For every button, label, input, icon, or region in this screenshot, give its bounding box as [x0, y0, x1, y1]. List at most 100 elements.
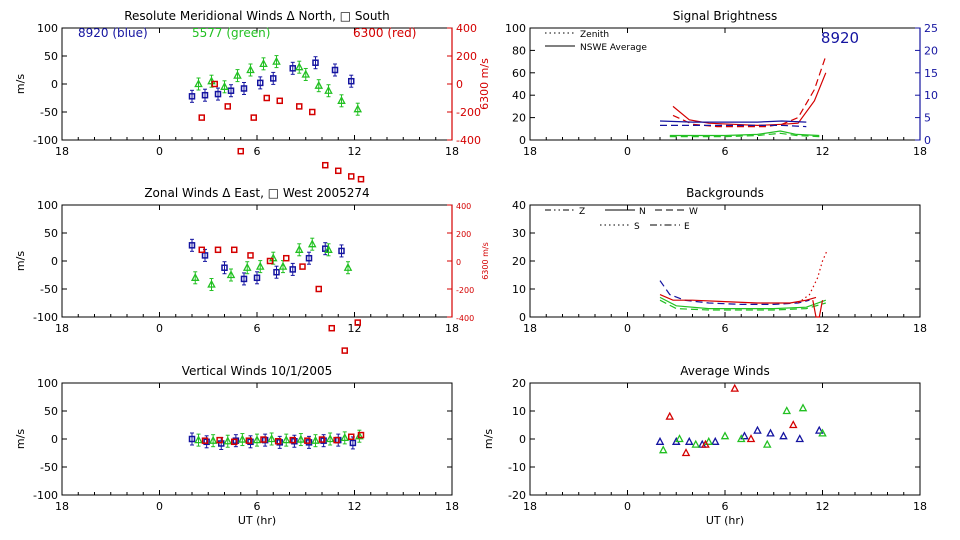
data-point: [309, 108, 316, 116]
avg-panel: Average Winds 18 0 6 12 18 20 10 0 -10 -20 m/s UT (h…: [482, 364, 927, 527]
data-point: [198, 114, 205, 121]
data-point: [232, 437, 240, 444]
data-point: [253, 274, 261, 282]
y-tick-label: 40: [512, 89, 526, 102]
avg-series-2: [665, 383, 798, 457]
y-tick-label: 0: [51, 255, 58, 268]
x-tick-label: 18: [913, 145, 927, 158]
x-tick-label: 12: [816, 322, 830, 335]
data-point: [238, 434, 247, 443]
data-point: [211, 80, 218, 88]
data-point: [240, 275, 248, 283]
bright-title: Signal Brightness: [673, 9, 778, 23]
data-point: [324, 85, 333, 94]
vert-xlabel: UT (hr): [238, 514, 276, 527]
y-tick-label: -50: [40, 283, 58, 296]
data-point: [252, 435, 262, 444]
data-point: [294, 244, 304, 253]
data-point: [201, 437, 209, 444]
data-point: [207, 279, 216, 288]
series-line: [797, 249, 828, 304]
data-point: [296, 103, 303, 110]
data-point: [289, 65, 296, 72]
y-tick-label: 50: [44, 227, 58, 240]
data-point: [274, 437, 282, 445]
x-tick-label: 18: [55, 322, 69, 335]
series-line: [659, 280, 810, 305]
bright-series-3: [660, 124, 807, 128]
x-tick-label: 12: [816, 500, 830, 513]
merid-panel: Resolute Meridional Winds Δ North, □ Sou…: [14, 9, 491, 183]
series-line: [672, 55, 827, 128]
right-y-tick-label: 400: [456, 202, 471, 211]
data-point: [348, 433, 355, 441]
data-point: [233, 70, 242, 79]
data-point: [214, 90, 222, 98]
right-y-tick-label: -200: [456, 106, 481, 119]
data-point: [343, 262, 353, 271]
legend-label: N: [639, 207, 646, 217]
y-tick-label: 20: [512, 112, 526, 125]
data-point: [753, 425, 762, 434]
annotation-2: 6300 (red): [353, 26, 416, 40]
data-point: [691, 439, 701, 448]
data-point: [266, 257, 274, 265]
data-point: [730, 383, 740, 392]
x-tick-label: 18: [55, 145, 69, 158]
data-point: [357, 431, 365, 439]
avg-xlabel: UT (hr): [706, 514, 744, 527]
data-point: [289, 436, 296, 444]
data-point: [259, 58, 268, 67]
data-point: [338, 247, 345, 255]
y-tick-label: -10: [508, 461, 526, 474]
x-tick-label: 0: [156, 145, 163, 158]
data-point: [223, 436, 233, 445]
right-y-tick-label: 0: [456, 258, 461, 267]
series-line: [672, 72, 827, 127]
data-point: [675, 434, 684, 443]
data-point: [710, 436, 720, 445]
annotation-0: 8920 (blue): [78, 26, 148, 40]
x-tick-label: 6: [254, 500, 261, 513]
y-tick-label: 0: [519, 134, 526, 147]
right-y-tick-label: 400: [456, 22, 477, 35]
data-point: [314, 80, 324, 89]
data-point: [788, 420, 798, 429]
y-tick-label: 60: [512, 67, 526, 80]
data-point: [263, 94, 270, 102]
data-point: [740, 431, 749, 440]
data-point: [201, 91, 209, 99]
avg-series-1: [658, 403, 827, 454]
bkg-title: Backgrounds: [686, 186, 764, 200]
y-tick-label: 100: [37, 22, 58, 35]
vert-title: Vertical Winds 10/1/2005: [182, 364, 333, 378]
data-point: [250, 114, 257, 121]
right-y-tick-label: 10: [924, 89, 938, 102]
data-point: [681, 448, 691, 457]
data-point: [194, 79, 203, 88]
data-point: [318, 436, 326, 443]
y-tick-label: 50: [44, 405, 58, 418]
bkg-series-0: [659, 280, 810, 305]
data-point: [340, 432, 350, 442]
data-point: [247, 252, 254, 259]
vert-panel: Vertical Winds 10/1/2005 18 0 6 12 18 100 50 0 -5…: [14, 364, 459, 527]
bright-series-0: [672, 72, 827, 127]
x-tick-label: 18: [523, 500, 537, 513]
data-point: [188, 242, 196, 249]
data-point: [762, 439, 772, 448]
vert-series-1: [194, 429, 364, 448]
data-point: [814, 425, 824, 434]
x-tick-label: 0: [156, 322, 163, 335]
data-point: [220, 81, 229, 90]
data-point: [331, 66, 339, 74]
bkg-series-2: [797, 249, 828, 304]
legend-label: NSWE Average: [580, 43, 647, 53]
zonal-series-0: [188, 238, 345, 286]
data-point: [341, 347, 348, 354]
data-point: [305, 439, 313, 446]
data-point: [795, 434, 805, 443]
annotation-0: 8920: [821, 29, 859, 47]
